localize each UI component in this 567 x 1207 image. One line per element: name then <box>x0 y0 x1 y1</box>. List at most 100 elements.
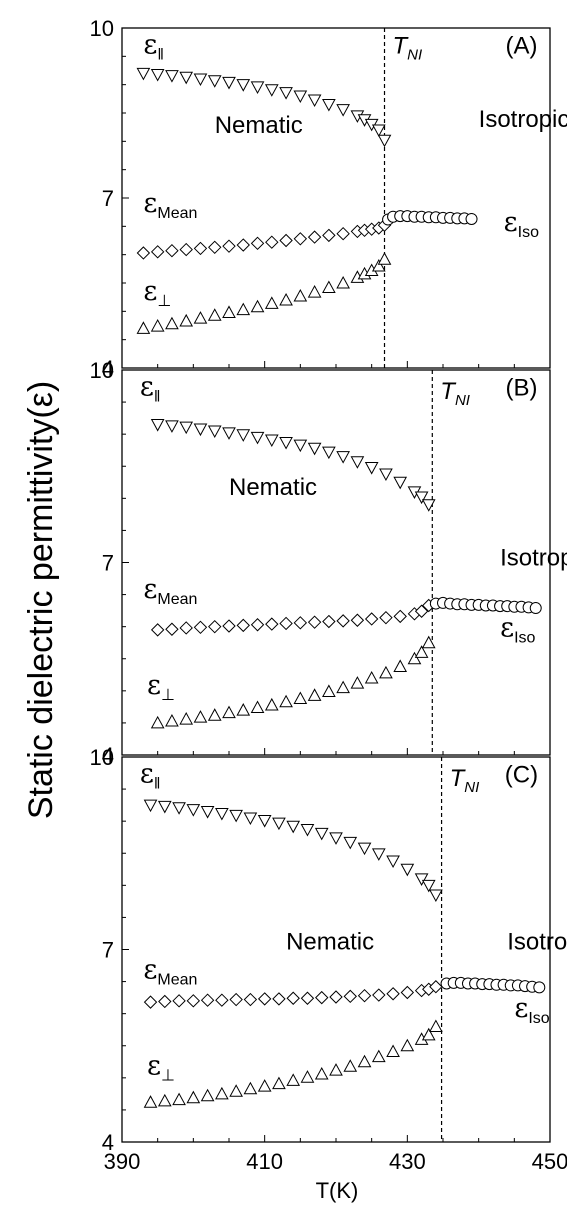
data-point-diamond <box>165 622 179 636</box>
data-point-triangle-up <box>343 1059 358 1072</box>
data-point-triangle-down <box>200 806 215 819</box>
series-3 <box>136 252 392 334</box>
data-point-diamond <box>143 995 158 1009</box>
data-point-triangle-up <box>407 651 422 665</box>
data-point-triangle-up <box>322 684 336 697</box>
data-point-triangle-down <box>293 90 308 104</box>
x-tick-label: 390 <box>104 1149 141 1174</box>
data-point-triangle-up <box>279 292 293 306</box>
data-point-diamond <box>193 620 208 635</box>
data-point-triangle-down <box>300 824 315 837</box>
data-point-triangle-up <box>293 288 308 302</box>
data-point-triangle-down <box>207 425 222 439</box>
data-point-triangle-down <box>379 468 393 481</box>
panel-label: (B) <box>505 375 537 402</box>
data-point-triangle-up <box>193 311 208 324</box>
data-point-triangle-down <box>136 67 151 81</box>
data-point-diamond <box>336 226 350 241</box>
data-point-diamond <box>136 246 151 260</box>
transition-label: TNI <box>450 765 480 796</box>
series-label-sub: Iso <box>518 224 539 241</box>
data-point-diamond <box>286 991 300 1005</box>
data-point-triangle-up <box>186 1090 201 1104</box>
data-point-triangle-down <box>343 836 358 850</box>
data-point-diamond <box>186 994 201 1008</box>
data-point-triangle-up <box>165 316 179 330</box>
data-point-triangle-up <box>322 280 336 294</box>
data-point-diamond <box>158 994 172 1009</box>
data-point-triangle-up <box>307 688 322 701</box>
series-3 <box>143 1019 443 1108</box>
data-point-diamond <box>272 992 286 1006</box>
data-point-triangle-down <box>414 491 429 505</box>
data-point-triangle-up <box>250 299 265 313</box>
transition-label-sub: NI <box>455 392 470 409</box>
series-label-sub: Mean <box>157 205 197 222</box>
data-point-diamond <box>236 618 250 633</box>
data-point-triangle-down <box>172 802 186 815</box>
data-point-diamond <box>150 623 165 637</box>
series-label-sub: ⊥ <box>157 293 171 310</box>
data-point-diamond <box>236 238 250 252</box>
y-tick-label: 10 <box>90 745 114 770</box>
data-point-triangle-down <box>236 79 251 92</box>
data-point-triangle-down <box>243 812 258 826</box>
series-label-main: ε <box>143 30 157 61</box>
x-axis-title: T(K) <box>316 1178 359 1203</box>
data-point-triangle-down <box>222 76 236 90</box>
data-point-diamond <box>414 604 429 618</box>
data-point-triangle-up <box>257 1079 272 1092</box>
data-point-diamond <box>364 612 379 626</box>
data-point-triangle-up <box>279 694 293 708</box>
series-label-sub: ⊥ <box>161 687 175 704</box>
data-point-triangle-up <box>222 305 236 318</box>
data-point-diamond <box>265 235 279 249</box>
data-point-circle <box>529 602 542 615</box>
data-point-triangle-down <box>371 848 386 861</box>
series-1 <box>143 799 443 903</box>
y-tick-label: 4 <box>102 356 114 381</box>
data-point-triangle-down <box>336 104 350 117</box>
series-label-main: ε <box>143 276 157 307</box>
data-point-triangle-down <box>421 879 436 893</box>
transition-label-sub: NI <box>407 47 422 64</box>
data-point-triangle-down <box>393 476 408 490</box>
data-point-triangle-up <box>364 670 379 684</box>
data-point-triangle-down <box>329 832 343 845</box>
data-point-diamond <box>386 987 400 1001</box>
data-point-triangle-down <box>250 431 265 445</box>
series-label: εIso <box>500 612 535 646</box>
data-point-triangle-down <box>215 807 229 821</box>
data-point-triangle-up <box>200 1088 215 1102</box>
data-point-triangle-down <box>257 815 272 828</box>
data-point-triangle-up <box>207 708 222 721</box>
series-label-main: ε <box>140 372 154 403</box>
series-label-main: ε <box>147 670 161 701</box>
series-label-sub: ⊥ <box>161 1068 175 1085</box>
data-point-triangle-down <box>165 70 179 83</box>
series-label: ε⊥ <box>143 276 171 310</box>
nematic-label: Nematic <box>229 474 317 501</box>
panel-label: (A) <box>505 33 537 60</box>
series-label: ε⊥ <box>147 1051 175 1085</box>
series-label-main: ε <box>500 612 514 643</box>
data-point-triangle-down <box>307 442 322 456</box>
data-point-diamond <box>393 609 407 624</box>
data-point-triangle-down <box>150 419 165 432</box>
data-point-triangle-down <box>322 99 336 112</box>
transition-label: TNI <box>393 33 423 64</box>
nematic-label: Nematic <box>215 112 303 139</box>
data-point-diamond <box>200 993 215 1007</box>
data-point-diamond <box>243 992 258 1007</box>
data-point-circle <box>533 981 546 994</box>
data-point-diamond <box>250 236 265 251</box>
data-point-diamond <box>329 990 343 1004</box>
transition-label: TNI <box>440 378 470 409</box>
data-point-diamond <box>222 239 236 253</box>
data-point-diamond <box>257 992 272 1006</box>
data-point-triangle-up <box>414 645 429 658</box>
data-point-diamond <box>215 993 229 1007</box>
